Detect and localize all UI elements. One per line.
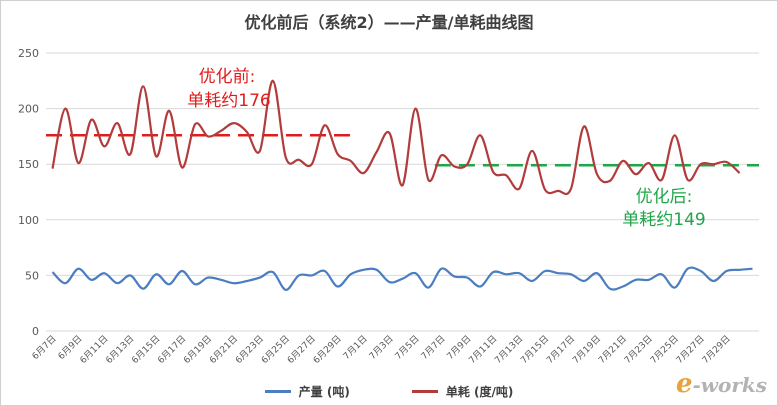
annotation-before: 优化前: 单耗约176 (187, 67, 270, 111)
legend-swatch-unit-consumption (411, 390, 438, 393)
y-tick-label-250: 250 (18, 47, 39, 60)
annotation-before-line1: 优化前: (199, 67, 256, 87)
x-tick-label: 6月29日 (311, 333, 344, 366)
legend-item-unit-consumption: 单耗 (度/吨) (411, 383, 514, 400)
x-tick-label: 7月5日 (393, 333, 422, 362)
legend-item-production: 产量 (吨) (264, 383, 350, 400)
y-tick-label-200: 200 (18, 103, 39, 116)
annotation-after: 优化后: 单耗约149 (622, 187, 705, 230)
legend-swatch-production (264, 390, 291, 393)
legend-label-unit-consumption: 单耗 (度/吨) (445, 385, 514, 399)
y-axis-ticks: 0 50 100 150 200 250 (18, 47, 39, 338)
y-tick-label-50: 50 (25, 269, 39, 282)
series-line-unit-consumption (51, 79, 741, 196)
annotation-after-line2: 单耗约149 (622, 210, 705, 230)
eworks-watermark-logo: e-works (675, 369, 767, 399)
x-tick-label: 7月29日 (700, 333, 733, 366)
x-tick-label: 7月3日 (367, 333, 396, 362)
y-tick-label-150: 150 (18, 158, 39, 171)
chart-title: 优化前后（系统2）——产量/单耗曲线图 (244, 13, 534, 32)
x-tick-label: 7月1日 (341, 333, 370, 362)
x-axis-ticks: 6月7日6月9日6月11日6月13日6月15日6月17日6月19日6月21日6月… (30, 333, 733, 366)
annotation-after-line1: 优化后: (636, 187, 693, 207)
series-group (51, 79, 753, 291)
y-tick-label-0: 0 (32, 325, 39, 338)
legend-label-production: 产量 (吨) (298, 385, 350, 399)
annotation-before-line2: 单耗约176 (187, 91, 270, 111)
y-tick-label-100: 100 (18, 214, 39, 227)
x-tick-label: 7月7日 (419, 333, 448, 362)
series-line-production (51, 266, 753, 291)
legend: 产量 (吨) 单耗 (度/吨) (1, 383, 777, 400)
